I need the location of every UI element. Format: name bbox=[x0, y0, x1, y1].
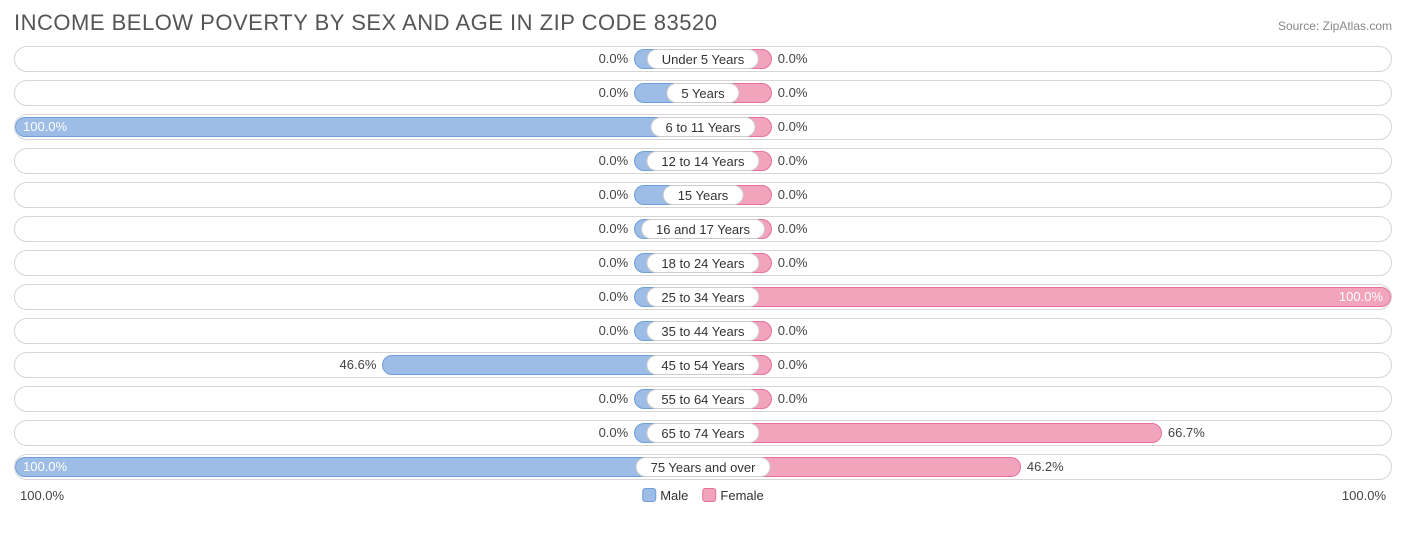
bar-row: 0.0% 0.0% Under 5 Years bbox=[14, 46, 1392, 72]
female-swatch bbox=[702, 488, 716, 502]
category-label: 16 and 17 Years bbox=[641, 219, 765, 239]
male-value: 0.0% bbox=[599, 421, 629, 445]
female-value: 100.0% bbox=[1339, 285, 1383, 309]
female-value: 0.0% bbox=[778, 387, 808, 411]
male-value: 0.0% bbox=[599, 319, 629, 343]
x-axis: 100.0% Male Female 100.0% bbox=[14, 488, 1392, 503]
category-label: 5 Years bbox=[666, 83, 739, 103]
bar-row: 100.0% 46.2% 75 Years and over bbox=[14, 454, 1392, 480]
male-value: 100.0% bbox=[23, 115, 67, 139]
male-value: 0.0% bbox=[599, 387, 629, 411]
category-label: 35 to 44 Years bbox=[646, 321, 759, 341]
female-value: 0.0% bbox=[778, 217, 808, 241]
male-value: 0.0% bbox=[599, 47, 629, 71]
female-value: 0.0% bbox=[778, 353, 808, 377]
legend-male-label: Male bbox=[660, 488, 688, 503]
male-value: 0.0% bbox=[599, 251, 629, 275]
legend: Male Female bbox=[642, 488, 764, 503]
category-label: 18 to 24 Years bbox=[646, 253, 759, 273]
female-value: 0.0% bbox=[778, 115, 808, 139]
category-label: 25 to 34 Years bbox=[646, 287, 759, 307]
male-value: 0.0% bbox=[599, 149, 629, 173]
category-label: 6 to 11 Years bbox=[651, 117, 756, 137]
bar-row: 0.0% 0.0% 5 Years bbox=[14, 80, 1392, 106]
female-bar bbox=[703, 423, 1162, 443]
male-bar bbox=[15, 117, 703, 137]
female-value: 0.0% bbox=[778, 183, 808, 207]
female-value: 0.0% bbox=[778, 47, 808, 71]
female-bar bbox=[703, 287, 1391, 307]
male-value: 0.0% bbox=[599, 183, 629, 207]
male-value: 46.6% bbox=[340, 353, 377, 377]
axis-left-label: 100.0% bbox=[20, 488, 64, 503]
bar-row: 0.0% 0.0% 16 and 17 Years bbox=[14, 216, 1392, 242]
bar-row: 0.0% 0.0% 12 to 14 Years bbox=[14, 148, 1392, 174]
category-label: 55 to 64 Years bbox=[646, 389, 759, 409]
axis-right-label: 100.0% bbox=[1342, 488, 1386, 503]
female-value: 66.7% bbox=[1168, 421, 1205, 445]
bar-row: 0.0% 0.0% 15 Years bbox=[14, 182, 1392, 208]
legend-female-label: Female bbox=[720, 488, 763, 503]
male-value: 0.0% bbox=[599, 81, 629, 105]
legend-female: Female bbox=[702, 488, 763, 503]
category-label: 75 Years and over bbox=[636, 457, 771, 477]
chart-title: INCOME BELOW POVERTY BY SEX AND AGE IN Z… bbox=[14, 10, 717, 36]
bar-row: 0.0% 0.0% 55 to 64 Years bbox=[14, 386, 1392, 412]
male-value: 100.0% bbox=[23, 455, 67, 479]
bar-row: 46.6% 0.0% 45 to 54 Years bbox=[14, 352, 1392, 378]
female-value: 46.2% bbox=[1027, 455, 1064, 479]
female-value: 0.0% bbox=[778, 81, 808, 105]
bar-row: 0.0% 100.0% 25 to 34 Years bbox=[14, 284, 1392, 310]
female-value: 0.0% bbox=[778, 251, 808, 275]
male-value: 0.0% bbox=[599, 285, 629, 309]
bar-row: 0.0% 66.7% 65 to 74 Years bbox=[14, 420, 1392, 446]
category-label: 15 Years bbox=[663, 185, 744, 205]
chart-header: INCOME BELOW POVERTY BY SEX AND AGE IN Z… bbox=[14, 10, 1392, 36]
male-value: 0.0% bbox=[599, 217, 629, 241]
bar-row: 100.0% 0.0% 6 to 11 Years bbox=[14, 114, 1392, 140]
male-bar bbox=[15, 457, 703, 477]
category-label: 65 to 74 Years bbox=[646, 423, 759, 443]
category-label: 45 to 54 Years bbox=[646, 355, 759, 375]
bar-row: 0.0% 0.0% 35 to 44 Years bbox=[14, 318, 1392, 344]
bar-row: 0.0% 0.0% 18 to 24 Years bbox=[14, 250, 1392, 276]
male-swatch bbox=[642, 488, 656, 502]
diverging-bar-chart: 0.0% 0.0% Under 5 Years 0.0% 0.0% 5 Years 100.… bbox=[14, 46, 1392, 480]
category-label: 12 to 14 Years bbox=[646, 151, 759, 171]
legend-male: Male bbox=[642, 488, 688, 503]
female-value: 0.0% bbox=[778, 319, 808, 343]
female-value: 0.0% bbox=[778, 149, 808, 173]
category-label: Under 5 Years bbox=[647, 49, 759, 69]
chart-source: Source: ZipAtlas.com bbox=[1278, 19, 1392, 33]
